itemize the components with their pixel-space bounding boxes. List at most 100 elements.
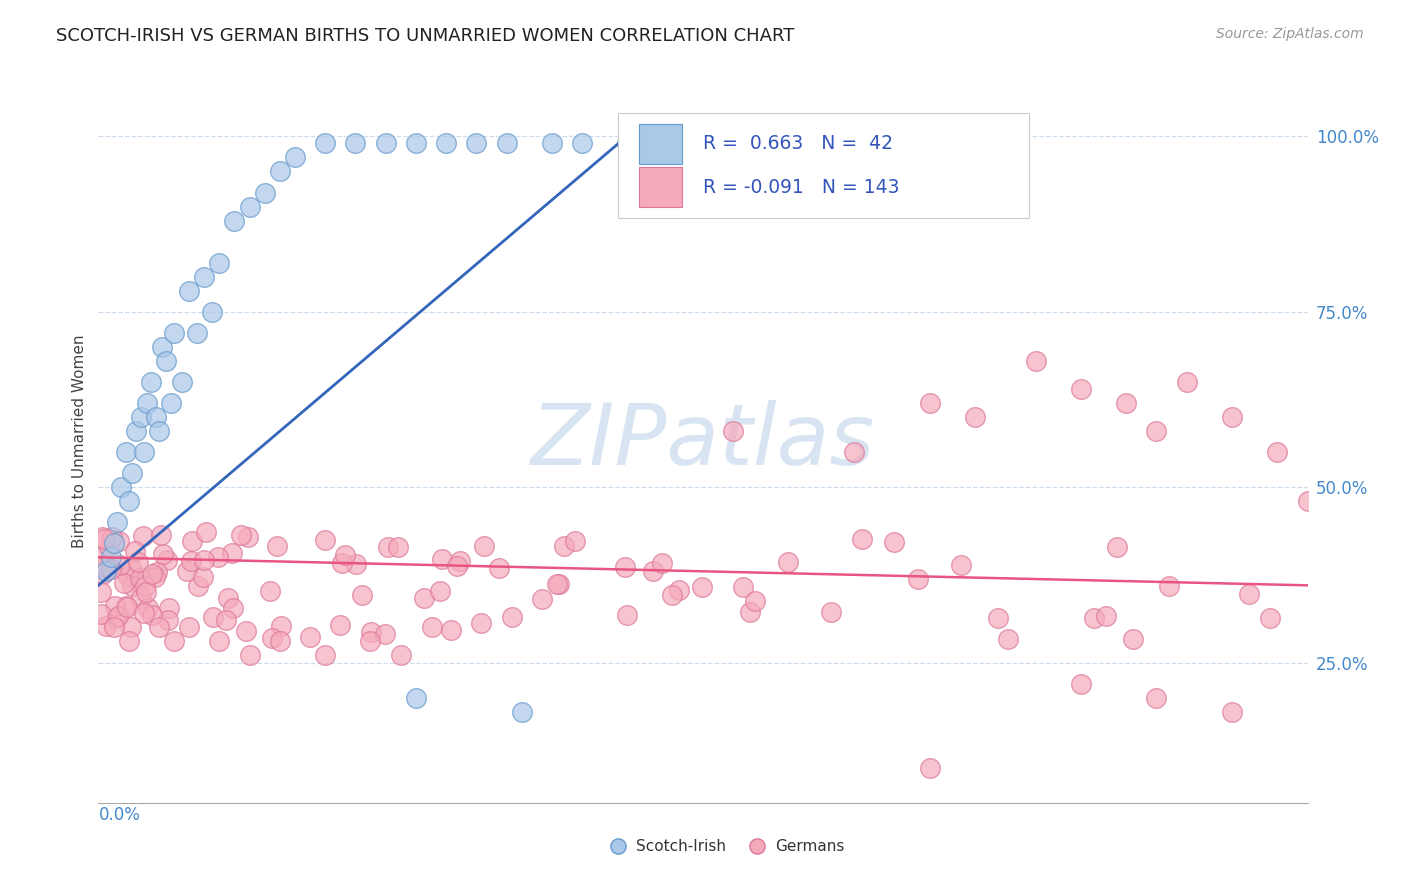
Point <box>193 269 215 284</box>
Point <box>207 549 229 564</box>
Point <box>907 572 929 586</box>
Point <box>143 570 166 584</box>
Point <box>132 445 155 459</box>
Point <box>100 561 122 575</box>
Point <box>449 554 471 568</box>
Point <box>553 539 575 553</box>
Point <box>90 584 112 599</box>
Point <box>221 600 243 615</box>
Text: R = -0.091   N = 143: R = -0.091 N = 143 <box>703 178 900 197</box>
Point <box>191 569 214 583</box>
Point <box>1070 382 1092 396</box>
Point <box>360 634 382 648</box>
Point <box>118 494 141 508</box>
Point <box>94 619 117 633</box>
Point <box>446 558 468 573</box>
Point <box>1296 494 1319 508</box>
Point <box>661 588 683 602</box>
Point <box>107 534 129 549</box>
Point <box>120 620 142 634</box>
Bar <box>638 124 682 164</box>
Point <box>135 396 157 410</box>
Text: Source: ZipAtlas.com: Source: ZipAtlas.com <box>1216 27 1364 41</box>
Point <box>91 530 114 544</box>
Point <box>114 576 136 591</box>
Text: SCOTCH-IRISH VS GERMAN BIRTHS TO UNMARRIED WOMEN CORRELATION CHART: SCOTCH-IRISH VS GERMAN BIRTHS TO UNMARRI… <box>56 27 794 45</box>
Point <box>548 577 571 591</box>
Point <box>148 424 170 438</box>
Point <box>148 620 170 634</box>
Point <box>163 634 186 648</box>
Point <box>195 525 218 540</box>
Point <box>155 354 177 368</box>
Point <box>540 136 562 151</box>
Point <box>571 136 593 151</box>
Point <box>911 873 934 888</box>
Point <box>465 136 488 151</box>
Text: Germans: Germans <box>776 838 845 854</box>
Point <box>1107 540 1129 554</box>
Point <box>235 624 257 639</box>
Point <box>429 584 451 599</box>
Point <box>420 619 443 633</box>
Y-axis label: Births to Unmarried Women: Births to Unmarried Women <box>72 334 87 549</box>
Point <box>1115 396 1137 410</box>
Point <box>1024 354 1046 368</box>
Point <box>1237 587 1260 601</box>
Point <box>641 565 664 579</box>
Point <box>193 553 215 567</box>
Point <box>152 548 174 562</box>
Point <box>117 569 139 583</box>
Point <box>100 550 122 565</box>
Point <box>157 600 180 615</box>
Text: 0.0%: 0.0% <box>98 806 141 824</box>
Point <box>186 326 208 340</box>
Point <box>472 539 495 553</box>
Point <box>387 540 409 554</box>
Point <box>270 619 292 633</box>
Point <box>269 164 291 178</box>
Point <box>134 579 156 593</box>
Point <box>389 648 412 663</box>
Point <box>616 136 638 151</box>
Point <box>179 284 201 298</box>
Point <box>103 620 125 634</box>
Point <box>360 624 382 639</box>
Point <box>176 564 198 578</box>
Point <box>229 528 252 542</box>
Point <box>883 535 905 549</box>
Point <box>208 634 231 648</box>
Point <box>170 375 193 389</box>
Point <box>731 580 754 594</box>
Point <box>1159 579 1181 593</box>
Point <box>1260 611 1282 625</box>
Point <box>105 611 128 625</box>
Point <box>1175 375 1198 389</box>
Point <box>1095 609 1118 624</box>
Point <box>564 533 586 548</box>
Point <box>224 213 246 227</box>
Point <box>239 648 262 663</box>
Point <box>129 591 152 605</box>
Point <box>157 614 180 628</box>
Point <box>259 584 281 599</box>
Point <box>440 623 463 637</box>
Point <box>215 613 238 627</box>
Point <box>668 583 690 598</box>
Point <box>405 690 427 705</box>
Point <box>314 648 336 663</box>
Point <box>124 544 146 558</box>
Point <box>121 579 143 593</box>
Point <box>335 548 357 562</box>
Point <box>651 556 673 570</box>
Point <box>344 136 367 151</box>
Point <box>488 561 510 575</box>
Point <box>93 532 115 546</box>
Point <box>90 559 112 574</box>
Point <box>136 600 159 615</box>
Point <box>738 605 761 619</box>
Point <box>616 607 638 622</box>
Point <box>91 566 114 581</box>
Point <box>844 445 866 459</box>
Point <box>350 588 373 602</box>
